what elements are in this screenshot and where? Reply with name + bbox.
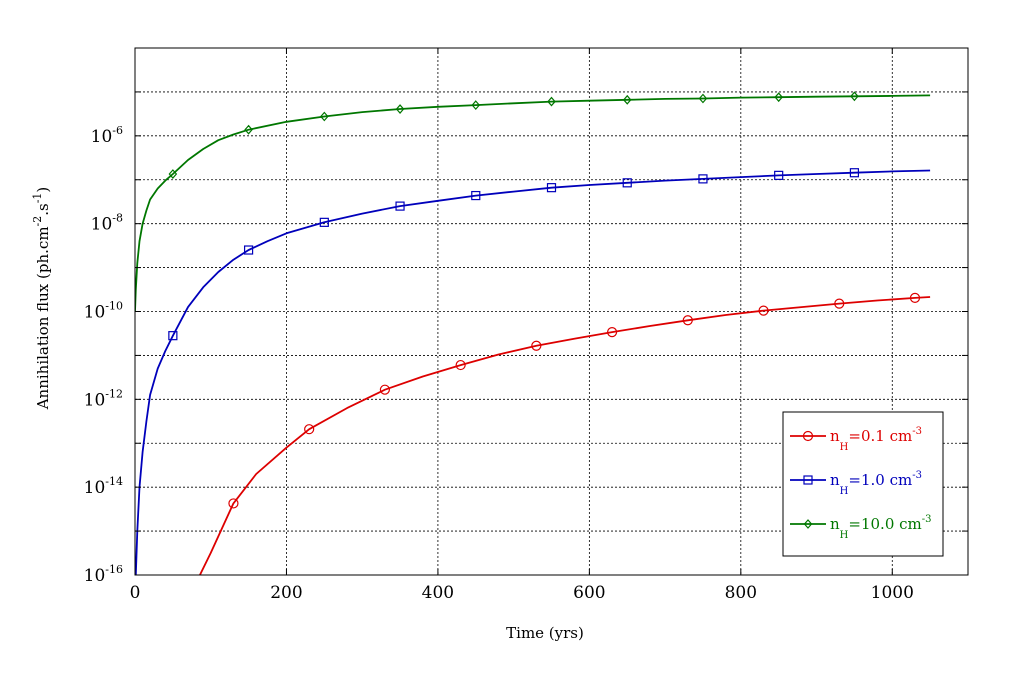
- data-point-square: [471, 190, 481, 201]
- y-axis-title-sup2: -1: [31, 193, 44, 204]
- data-point-diamond: [320, 111, 329, 122]
- y-axis-title: Annihilation flux (ph.cm-2.s-1): [31, 187, 52, 411]
- x-axis-ticks: 0 200 400 600 800 1000: [130, 48, 914, 603]
- data-point-square: [168, 331, 178, 341]
- x-tick-label: 600: [573, 583, 605, 603]
- data-point-circle: [909, 292, 921, 303]
- legend-sub: H: [840, 486, 849, 497]
- y-tick-base: 10: [84, 390, 106, 410]
- y-axis-title-mid: .s: [34, 203, 52, 215]
- data-point-circle: [455, 359, 466, 371]
- y-tick-label: 10-10: [84, 300, 123, 323]
- data-point-diamond: [547, 96, 556, 107]
- y-tick-exp: -8: [112, 212, 123, 225]
- grid: [135, 48, 968, 575]
- y-axis-title-main: Annihilation flux (ph.cm: [34, 226, 52, 410]
- series-line-1: [198, 296, 931, 575]
- x-axis-title: Time (yrs): [506, 624, 584, 642]
- data-point-square: [803, 475, 813, 485]
- y-tick-base: 10: [84, 566, 106, 586]
- data-point-square: [774, 170, 784, 180]
- legend-sup: -3: [912, 470, 922, 481]
- legend-label-3: nH=10.0 cm-3: [830, 514, 932, 541]
- data-point-diamond: [168, 169, 178, 179]
- series-curves: [135, 94, 931, 575]
- legend: nH=0.1 cm-3nH=1.0 cm-3nH=10.0 cm-3: [782, 411, 944, 557]
- y-tick-label: 10-14: [84, 475, 123, 498]
- legend-main: =0.1 cm: [848, 427, 912, 445]
- data-point-diamond: [850, 91, 859, 102]
- x-tick-label: 200: [270, 583, 302, 603]
- y-tick-exp: -16: [105, 563, 123, 576]
- data-point-diamond: [244, 124, 253, 135]
- legend-main: =1.0 cm: [848, 471, 912, 489]
- data-point-diamond: [622, 94, 632, 105]
- y-tick-base: 10: [84, 303, 106, 323]
- data-point-square: [622, 178, 632, 188]
- x-tick-label: 1000: [871, 583, 914, 603]
- y-tick-exp: -10: [105, 300, 123, 313]
- data-point-square: [698, 174, 708, 184]
- data-point-diamond: [698, 93, 708, 104]
- data-point-square: [319, 217, 329, 227]
- series-line-2: [135, 169, 931, 575]
- y-tick-label: 10-16: [84, 563, 123, 586]
- legend-label-2: nH=1.0 cm-3: [830, 470, 922, 497]
- legend-main: =10.0 cm: [848, 515, 921, 533]
- y-tick-exp: -6: [112, 124, 123, 137]
- data-point-diamond: [395, 104, 405, 114]
- y-tick-label: 10-12: [84, 387, 123, 410]
- x-tick-label: 800: [725, 583, 757, 603]
- y-tick-base: 10: [84, 478, 106, 498]
- legend-label-1: nH=0.1 cm-3: [830, 426, 922, 453]
- y-tick-exp: -12: [105, 387, 123, 400]
- x-tick-label: 400: [422, 583, 454, 603]
- y-tick-label: 10-8: [91, 212, 123, 235]
- legend-sup: -3: [912, 426, 922, 437]
- data-point-square: [395, 201, 405, 211]
- y-tick-label: 10-6: [91, 124, 123, 147]
- data-point-square: [849, 168, 860, 178]
- data-point-circle: [802, 430, 814, 442]
- data-point-circle: [531, 340, 542, 351]
- data-point-circle: [682, 315, 693, 326]
- legend-sup: -3: [922, 514, 932, 525]
- legend-sub: H: [840, 442, 849, 453]
- y-tick-exp: -14: [105, 475, 123, 488]
- x-tick-label: 0: [130, 583, 141, 603]
- y-axis-title-end: ): [34, 187, 52, 193]
- data-point-diamond: [471, 100, 481, 111]
- y-axis-title-sup1: -2: [31, 216, 44, 227]
- data-point-circle: [228, 498, 239, 509]
- data-point-circle: [834, 298, 845, 309]
- data-point-diamond: [774, 92, 783, 103]
- series-line-3: [135, 94, 931, 312]
- data-point-circle: [606, 327, 618, 338]
- legend-prefix: n: [830, 471, 840, 489]
- legend-sub: H: [840, 530, 849, 541]
- data-point-diamond: [803, 519, 813, 529]
- data-point-circle: [304, 424, 315, 435]
- data-point-square: [243, 245, 254, 255]
- legend-prefix: n: [830, 515, 840, 533]
- y-tick-base: 10: [91, 215, 113, 235]
- data-point-square: [546, 183, 557, 193]
- data-point-circle: [758, 305, 769, 316]
- legend-prefix: n: [830, 427, 840, 445]
- data-point-circle: [379, 384, 390, 395]
- series-markers: [168, 91, 921, 509]
- y-tick-base: 10: [91, 127, 113, 147]
